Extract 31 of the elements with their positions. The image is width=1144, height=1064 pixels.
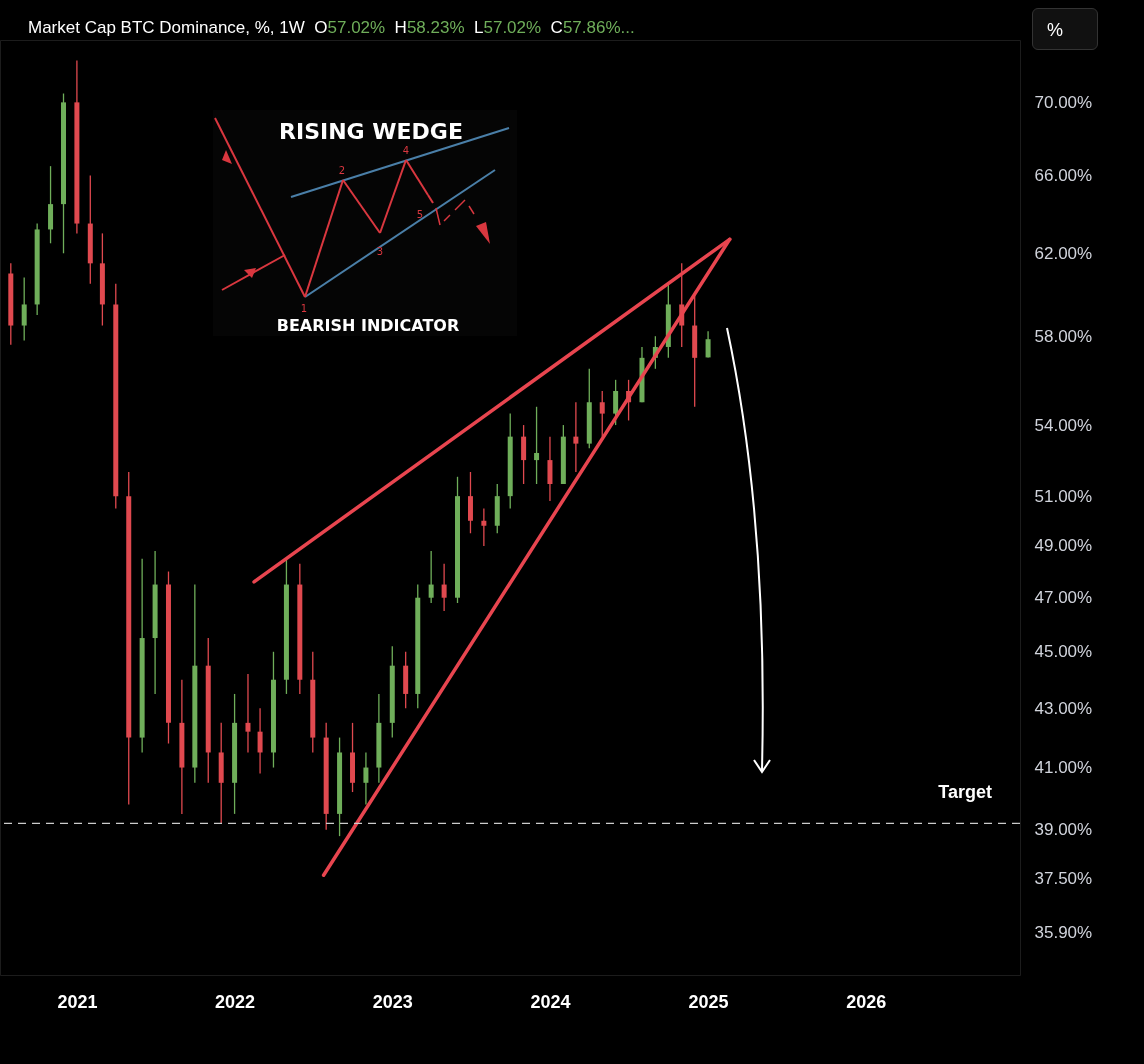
annotation: 1 bbox=[300, 303, 308, 314]
x-tick-label: 2026 bbox=[846, 991, 887, 1012]
y-tick-label: 54.00% bbox=[1034, 415, 1093, 435]
annotation: 4 bbox=[402, 145, 410, 156]
annotation: BEARISH INDICATOR bbox=[276, 316, 460, 335]
y-tick-label: 51.00% bbox=[1034, 486, 1093, 506]
y-tick-label: 47.00% bbox=[1034, 588, 1093, 608]
chart-title: Market Cap BTC Dominance, %, 1W bbox=[28, 18, 306, 37]
y-tick-label: 62.00% bbox=[1034, 243, 1093, 263]
annotation: RISING WEDGE bbox=[279, 119, 463, 144]
y-tick-label: 43.00% bbox=[1034, 698, 1093, 718]
ref-line-label: Target bbox=[938, 782, 992, 803]
y-tick-label: 45.00% bbox=[1034, 642, 1093, 662]
x-tick-label: 2021 bbox=[57, 991, 98, 1012]
x-tick-label: 2023 bbox=[372, 991, 413, 1012]
text: O57.02% H58.23% L57.02% C57.86%... bbox=[314, 18, 635, 37]
y-tick-label: 39.00% bbox=[1034, 820, 1093, 840]
annotation: 5 bbox=[416, 209, 424, 220]
y-tick-label: 37.50% bbox=[1034, 869, 1093, 888]
annotation: 2 bbox=[338, 165, 346, 176]
x-tick-label: 2025 bbox=[688, 991, 729, 1012]
x-tick-label: 2022 bbox=[215, 991, 256, 1012]
annotation: 3 bbox=[376, 246, 384, 257]
y-tick-label: 35.90% bbox=[1034, 923, 1093, 943]
y-tick-label: 70.00% bbox=[1034, 92, 1093, 112]
y-tick-label: 49.00% bbox=[1034, 536, 1093, 556]
x-tick-label: 2024 bbox=[530, 991, 571, 1012]
y-tick-label: 41.00% bbox=[1034, 758, 1093, 778]
text: % bbox=[1032, 8, 1098, 50]
y-tick-label: 58.00% bbox=[1034, 326, 1093, 346]
y-tick-label: 66.00% bbox=[1034, 166, 1093, 186]
